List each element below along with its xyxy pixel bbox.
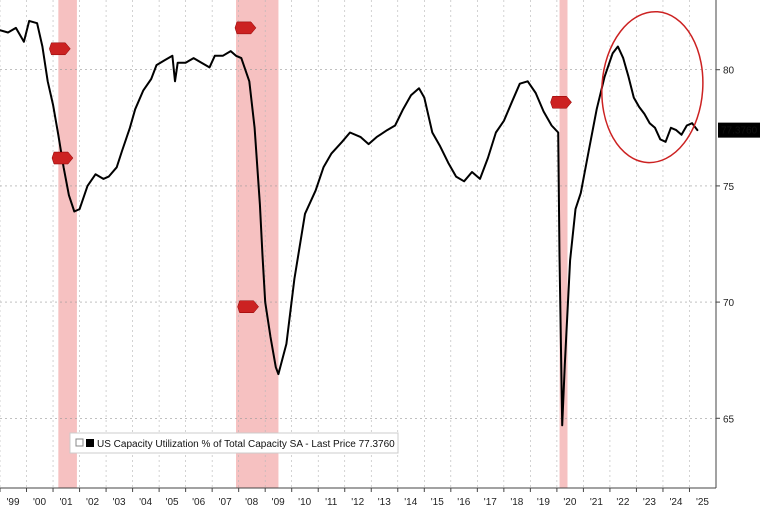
legend-box xyxy=(69,432,399,454)
x-tick-label-16: '15 xyxy=(431,497,444,508)
axes: 65 70 75 80 '99 '00 '01 '02 '03 '04 '05 '06 '07 '08 '0… xyxy=(0,0,735,508)
x-tick-label-9: '08 xyxy=(245,497,258,508)
recession-tag-2 xyxy=(234,21,257,35)
x-tick-label-5: '04 xyxy=(139,497,152,508)
annotation-ellipse xyxy=(601,10,704,164)
x-tick-label-8: '07 xyxy=(219,497,232,508)
x-tick-label-4: '03 xyxy=(113,497,126,508)
x-tick-label-7: '06 xyxy=(192,497,205,508)
x-tick-label-12: '11 xyxy=(325,497,338,508)
legend-label: US Capacity Utilization % of Total Capac… xyxy=(97,439,395,450)
y-tick-label-1: 70 xyxy=(723,298,735,309)
recession-bands xyxy=(58,0,568,488)
x-tick-label-1: '00 xyxy=(33,497,46,508)
x-tick-label-15: '14 xyxy=(404,497,417,508)
x-tick-label-21: '20 xyxy=(563,497,576,508)
series-line-0 xyxy=(0,19,699,427)
x-tick-label-25: '24 xyxy=(669,497,682,508)
legend-toggle-icon[interactable] xyxy=(75,438,84,447)
recession-tag-1 xyxy=(51,151,74,165)
annotation-group xyxy=(601,10,704,164)
recession-band-1 xyxy=(236,0,279,488)
x-tick-label-0: '99 xyxy=(6,497,19,508)
x-tick-label-18: '17 xyxy=(484,497,497,508)
legend-swatch xyxy=(86,439,94,447)
recession-tags xyxy=(49,21,572,313)
x-tick-label-13: '12 xyxy=(351,497,364,508)
recession-band-2 xyxy=(559,0,568,488)
y-tick-label-2: 75 xyxy=(723,182,735,193)
x-tick-label-10: '09 xyxy=(272,497,285,508)
y-tick-label-0: 65 xyxy=(723,414,735,425)
x-tick-label-23: '22 xyxy=(616,497,629,508)
x-tick-label-6: '05 xyxy=(166,497,179,508)
x-tick-label-19: '18 xyxy=(510,497,523,508)
x-tick-label-14: '13 xyxy=(378,497,391,508)
recession-tag-0 xyxy=(49,42,71,56)
last-value-box-bg xyxy=(718,122,760,138)
recession-tag-3 xyxy=(237,300,259,313)
x-tick-label-3: '02 xyxy=(86,497,99,508)
x-tick-label-20: '19 xyxy=(537,497,550,508)
gridlines xyxy=(0,0,716,488)
series-line-group xyxy=(0,19,699,427)
x-tick-label-17: '16 xyxy=(457,497,470,508)
x-tick-label-2: '01 xyxy=(60,497,73,508)
x-tick-label-24: '23 xyxy=(643,497,656,508)
x-tick-label-22: '21 xyxy=(590,497,603,508)
x-tick-label-26: '25 xyxy=(696,497,709,508)
legend: US Capacity Utilization % of Total Capac… xyxy=(69,432,399,454)
y-tick-label-3: 80 xyxy=(723,66,735,77)
recession-tag-4 xyxy=(550,95,572,109)
last-value-box: 77.3760 xyxy=(718,122,760,138)
x-tick-label-11: '10 xyxy=(298,497,311,508)
recession-band-0 xyxy=(58,0,77,488)
last-value-label: 77.3760 xyxy=(721,126,758,137)
